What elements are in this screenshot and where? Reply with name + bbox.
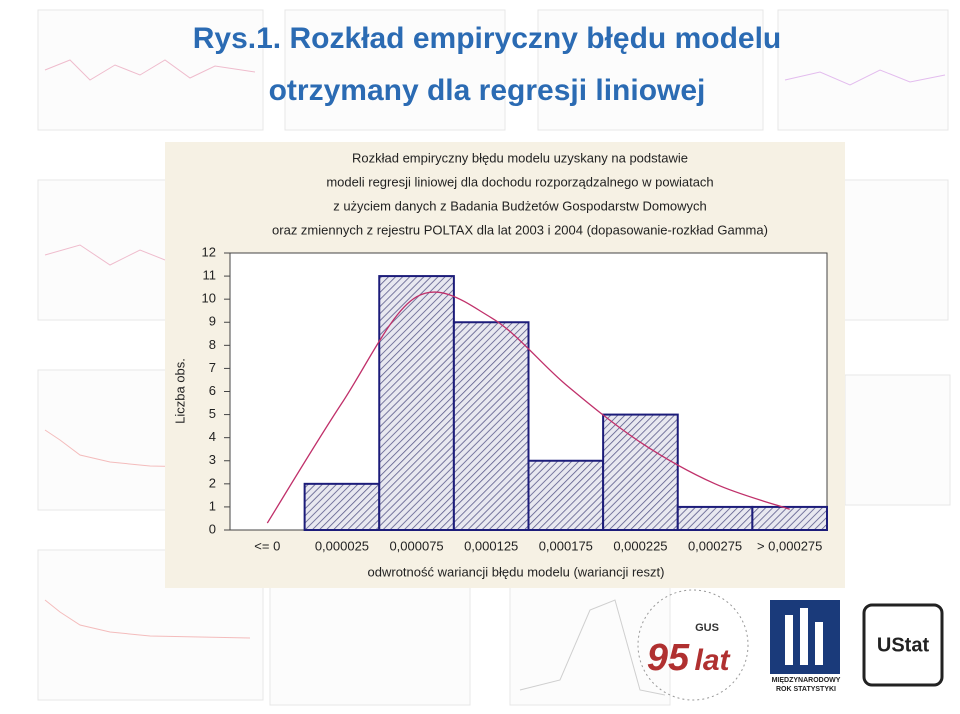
chart: Rozkład empiryczny błędu modelu uzyskany… [172, 150, 828, 579]
chart-title: z użyciem danych z Badania Budżetów Gosp… [333, 198, 707, 213]
bar [602, 413, 679, 532]
bar [452, 321, 530, 531]
logo-shape [862, 603, 944, 687]
y-tick-label: 9 [209, 314, 216, 329]
x-tick-label: 0,000225 [613, 538, 667, 553]
x-tick-label: 0,000175 [539, 538, 593, 553]
y-tick-label: 5 [209, 406, 216, 421]
logo-text: lat [694, 644, 731, 677]
y-tick-label: 1 [209, 498, 216, 513]
x-tick-label: 0,000275 [688, 538, 742, 553]
bar [527, 459, 605, 531]
logo-text: UStat [877, 634, 930, 656]
x-axis-label: odwrotność wariancji błędu modelu (waria… [368, 564, 665, 579]
chart-title: modeli regresji liniowej dla dochodu roz… [326, 174, 713, 189]
bar [751, 505, 828, 531]
y-tick-label: 2 [209, 475, 216, 490]
y-tick-label: 11 [203, 268, 217, 283]
fit-curve [266, 291, 790, 524]
x-tick-label: 0,000025 [315, 538, 369, 553]
slide-title: Rys.1. Rozkład empiryczny błędu modelu [193, 22, 782, 55]
y-tick-label: 6 [209, 383, 216, 398]
bar [303, 482, 381, 532]
x-tick-label: <= 0 [254, 538, 280, 553]
y-tick-label: 12 [202, 244, 216, 259]
logos: 95 lat GUS MIĘDZYNARODOWY ROK STATYSTYKI… [637, 589, 944, 701]
y-tick-label: 3 [209, 452, 216, 467]
logo-text: GUS [695, 622, 719, 634]
x-tick-label: 0,000075 [389, 538, 443, 553]
y-tick-label: 8 [209, 337, 216, 352]
y-tick-label: 7 [209, 360, 216, 375]
bar [378, 275, 455, 532]
bar [676, 505, 754, 531]
chart-title: Rozkład empiryczny błędu modelu uzyskany… [352, 150, 688, 165]
y-axis-label: Liczba obs. [172, 358, 187, 424]
logo-text: MIĘDZYNARODOWY ROK STATYSTYKI [771, 677, 841, 693]
y-tick-label: 4 [209, 429, 216, 444]
x-tick-label: > 0,000275 [757, 538, 822, 553]
slide-title: otrzymany dla regresji liniowej [269, 74, 706, 107]
chart-title: oraz zmiennych z rejestru POLTAX dla lat… [272, 222, 768, 237]
logo-text: 95 [647, 637, 690, 679]
x-tick-label: 0,000125 [464, 538, 518, 553]
y-tick-label: 10 [202, 291, 216, 306]
y-tick-label: 0 [209, 521, 216, 536]
